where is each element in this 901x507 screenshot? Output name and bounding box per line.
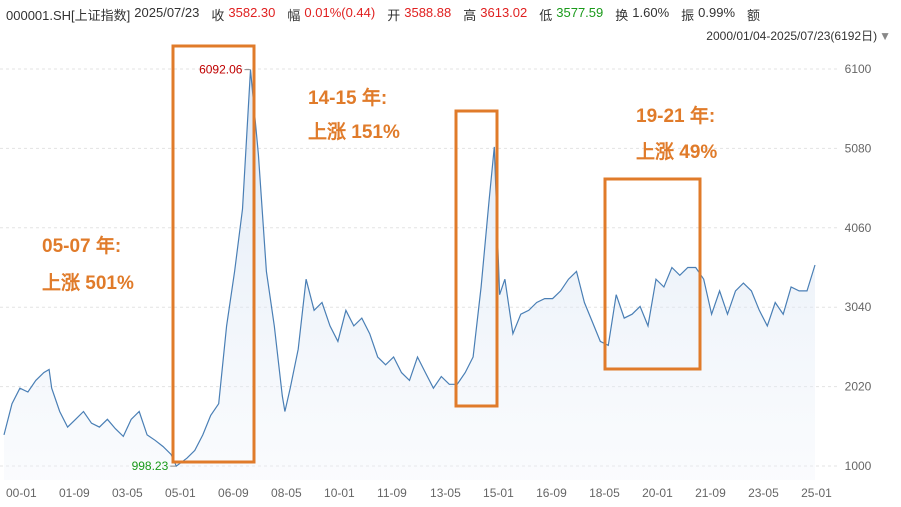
x-tick-label: 05-01 bbox=[165, 486, 196, 500]
max-label: 6092.06 bbox=[199, 63, 243, 77]
y-tick-label: 2020 bbox=[845, 380, 872, 394]
field-value: 3588.88 bbox=[404, 5, 452, 20]
y-tick-label: 3040 bbox=[845, 300, 872, 314]
annotation: 19-21 年: bbox=[636, 104, 715, 127]
annotation: 05-07 年: bbox=[42, 234, 121, 257]
x-tick-label: 15-01 bbox=[483, 486, 514, 500]
x-tick-label: 10-01 bbox=[324, 486, 355, 500]
x-tick-label: 06-09 bbox=[218, 486, 249, 500]
dropdown-arrow[interactable]: ▼ bbox=[879, 29, 891, 43]
annotation: 14-15 年: bbox=[308, 86, 387, 109]
annotation: 上涨 49% bbox=[636, 141, 717, 163]
highlight-box bbox=[454, 109, 499, 408]
highlight-box bbox=[603, 177, 702, 371]
x-tick-label: 00-01 bbox=[6, 486, 37, 500]
x-tick-label: 16-09 bbox=[536, 486, 567, 500]
annotation: 上涨 501% bbox=[42, 272, 134, 294]
date: 2025/07/23 bbox=[134, 5, 200, 20]
x-tick-label: 13-05 bbox=[430, 486, 461, 500]
y-tick-label: 4060 bbox=[845, 221, 872, 235]
x-tick-label: 21-09 bbox=[695, 486, 726, 500]
field-label: 幅 bbox=[287, 8, 301, 23]
y-tick-label: 5080 bbox=[845, 141, 872, 155]
field-value: 3577.59 bbox=[556, 5, 604, 20]
x-tick-label: 18-05 bbox=[589, 486, 620, 500]
highlight-box bbox=[171, 44, 256, 464]
x-tick-label: 20-01 bbox=[642, 486, 673, 500]
field-label: 收 bbox=[211, 8, 225, 23]
quote-header: 000001.SH[上证指数] 2025/07/23 收 3582.30 幅 0.01… bbox=[6, 5, 760, 24]
field-label: 高 bbox=[463, 8, 477, 23]
annotation: 上涨 151% bbox=[308, 121, 400, 143]
field-value: 0.01%(0.44) bbox=[304, 5, 376, 20]
x-tick-label: 01-09 bbox=[59, 486, 90, 500]
min-label: 998.23 bbox=[132, 459, 169, 473]
field-label: 振 bbox=[681, 8, 695, 23]
area-fill bbox=[4, 69, 815, 480]
x-tick-label: 25-01 bbox=[801, 486, 832, 500]
range-selector[interactable]: 2000/01/04-2025/07/23(6192日) ▼ bbox=[706, 27, 891, 44]
series-line bbox=[3, 69, 816, 468]
symbol: 000001.SH[上证指数] bbox=[6, 8, 131, 23]
x-tick-label: 08-05 bbox=[271, 486, 302, 500]
field-value: 3582.30 bbox=[228, 5, 276, 20]
x-tick-label: 11-09 bbox=[377, 486, 407, 500]
field-value: 0.99% bbox=[698, 5, 736, 20]
y-tick-label: 1000 bbox=[845, 459, 872, 473]
field-label: 额 bbox=[747, 8, 761, 23]
y-tick-label: 6100 bbox=[845, 62, 872, 76]
field-label: 开 bbox=[387, 8, 401, 23]
field-label: 低 bbox=[539, 8, 553, 23]
field-label: 换 bbox=[615, 8, 629, 23]
x-tick-label: 23-05 bbox=[748, 486, 779, 500]
range-text: 2000/01/04-2025/07/23(6192日) bbox=[706, 29, 878, 43]
x-tick-label: 03-05 bbox=[112, 486, 143, 500]
field-value: 3613.02 bbox=[480, 5, 528, 20]
field-value: 1.60% bbox=[632, 5, 670, 20]
